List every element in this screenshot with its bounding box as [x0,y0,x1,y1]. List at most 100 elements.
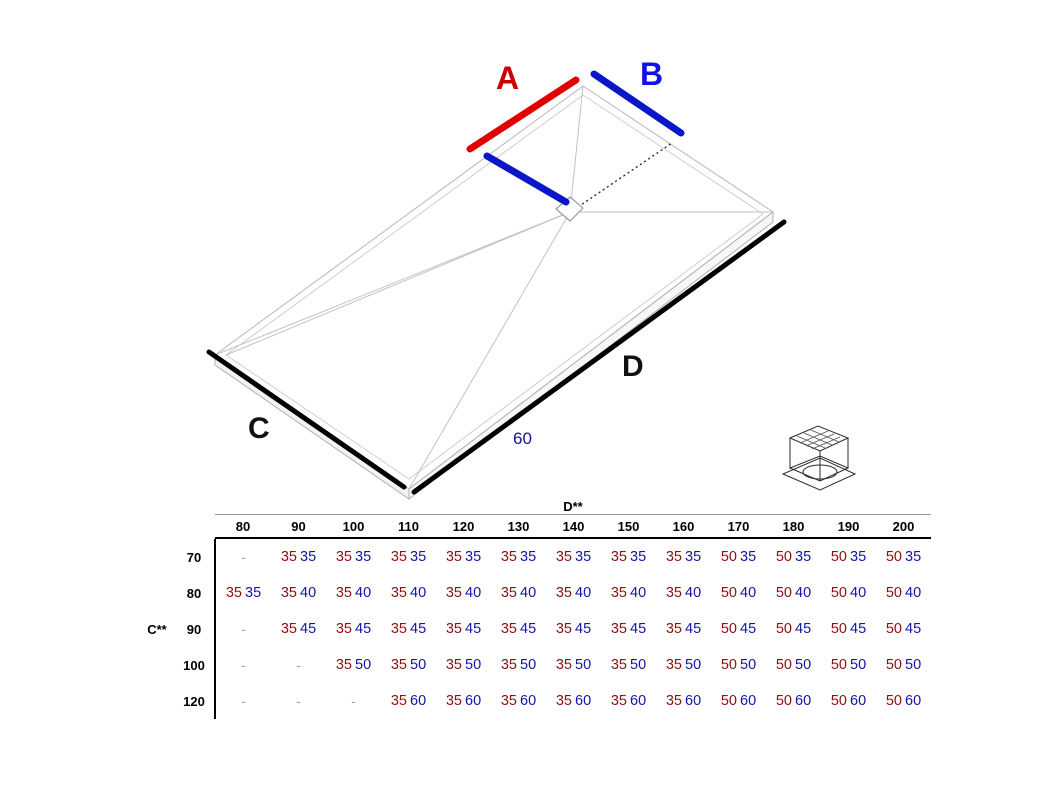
cell-empty-marker: - [296,693,301,709]
cell-value-pair: 50 45 [831,621,866,637]
value-b: 35 [850,549,867,565]
value-a: 35 [445,693,462,709]
cell-c80-d150: 35 40 [601,575,656,611]
cell-c90-d140: 35 45 [546,611,601,647]
value-a: 35 [390,657,407,673]
cell-value-pair: 50 45 [886,621,921,637]
value-b: 40 [905,585,922,601]
value-a: 35 [500,621,517,637]
value-a: 35 [665,657,682,673]
value-a: 35 [335,621,352,637]
value-a: 35 [335,549,352,565]
value-b: 60 [410,693,427,709]
cell-c70-d160: 35 35 [656,539,711,575]
dimension-bar-b-upper [590,70,685,137]
value-a: 35 [445,657,462,673]
value-b: 40 [300,585,317,601]
cell-c100-d170: 50 50 [711,647,766,683]
cell-value-pair: 50 60 [831,693,866,709]
value-a: 50 [775,585,792,601]
spacer-rowlabel [174,498,215,514]
cell-c90-d130: 35 45 [491,611,546,647]
cell-value-pair: 35 60 [611,693,646,709]
row-axis-spacer [140,683,174,719]
cell-c80-d200: 50 40 [876,575,931,611]
cell-c80-d160: 35 40 [656,575,711,611]
cell-c80-d140: 35 40 [546,575,601,611]
value-b: 35 [300,549,317,565]
cell-c80-d90: 35 40 [271,575,326,611]
value-a: 35 [445,585,462,601]
row-header-100: 100 [174,647,216,683]
value-a: 50 [885,621,902,637]
cell-value-pair: 35 35 [611,549,646,565]
cell-c120-d170: 50 60 [711,683,766,719]
value-b: 50 [685,657,702,673]
value-a: 35 [610,657,627,673]
cell-value-pair: 35 45 [391,621,426,637]
cell-empty-marker: - [296,657,301,673]
value-b: 35 [575,549,592,565]
column-header-150: 150 [617,518,640,534]
value-a: 50 [830,693,847,709]
cell-c80-d170: 50 40 [711,575,766,611]
column-header-190: 190 [837,518,860,534]
cell-c120-d150: 35 60 [601,683,656,719]
value-b: 50 [410,657,427,673]
value-b: 60 [630,693,647,709]
label-a: A [496,60,520,96]
cell-c70-d120: 35 35 [436,539,491,575]
cell-value-pair: 35 50 [556,657,591,673]
tray-inner-rim [225,94,764,480]
cell-c70-d90: 35 35 [271,539,326,575]
value-a: 50 [885,693,902,709]
value-b: 60 [905,693,922,709]
value-a: 35 [445,549,462,565]
cell-c90-d190: 50 45 [821,611,876,647]
value-b: 50 [850,657,867,673]
row-header-70: 70 [174,539,216,575]
value-a: 35 [280,585,297,601]
cell-value-pair: 35 50 [501,657,536,673]
value-a: 35 [665,549,682,565]
value-a: 35 [665,621,682,637]
value-a: 35 [390,693,407,709]
cell-value-pair: 35 45 [556,621,591,637]
label-b: B [640,56,664,92]
cell-c100-d180: 50 50 [766,647,821,683]
spacer-axis [140,498,174,514]
cell-c70-d190: 50 35 [821,539,876,575]
column-header-100: 100 [342,518,365,534]
cell-value-pair: 35 35 [446,549,481,565]
row-header-90: 90 [174,611,216,647]
value-a: 35 [280,549,297,565]
cell-c120-d130: 35 60 [491,683,546,719]
value-b: 50 [630,657,647,673]
cell-c100-d190: 50 50 [821,647,876,683]
value-b: 60 [740,693,757,709]
value-b: 40 [355,585,372,601]
label-depth-60: 60 [513,429,532,448]
cell-empty-marker: - [241,693,246,709]
column-header-160: 160 [672,518,695,534]
value-a: 50 [830,585,847,601]
value-a: 35 [225,585,242,601]
cell-value-pair: 35 45 [336,621,371,637]
value-b: 50 [520,657,537,673]
value-b: 45 [905,621,922,637]
value-a: 50 [885,585,902,601]
value-b: 45 [465,621,482,637]
cell-empty-marker: - [241,657,246,673]
value-b: 35 [520,549,537,565]
value-a: 50 [830,621,847,637]
cell-c100-d80: - [215,647,271,683]
cell-c70-d130: 35 35 [491,539,546,575]
cell-c70-d200: 50 35 [876,539,931,575]
value-a: 35 [445,621,462,637]
value-a: 35 [500,549,517,565]
cell-c70-d80: - [215,539,271,575]
cell-value-pair: 35 40 [501,585,536,601]
cell-c100-d110: 35 50 [381,647,436,683]
value-a: 35 [555,549,572,565]
cell-c90-d90: 35 45 [271,611,326,647]
